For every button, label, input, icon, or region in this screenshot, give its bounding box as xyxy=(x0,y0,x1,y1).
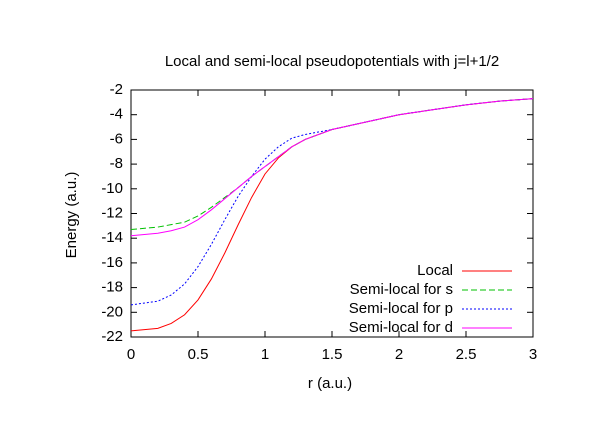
x-tick-label: 2.5 xyxy=(456,346,477,363)
y-tick-label: -10 xyxy=(101,180,123,197)
line-series xyxy=(130,98,534,231)
x-tick-label: 2 xyxy=(395,346,403,363)
legend-label: Local xyxy=(417,262,453,279)
y-tick-label: -8 xyxy=(110,155,123,172)
legend-label: Semi-local for d xyxy=(349,319,453,336)
legend-label: Semi-local for p xyxy=(349,300,453,317)
y-tick-label: -18 xyxy=(101,279,123,296)
y-tick-label: -2 xyxy=(110,81,123,98)
legend-label: Semi-local for s xyxy=(350,281,453,298)
x-tick-label: 1 xyxy=(261,346,269,363)
y-tick-label: -6 xyxy=(110,130,123,147)
x-tick-label: 0 xyxy=(127,346,135,363)
plot-frame xyxy=(130,89,534,338)
chart-title: Local and semi-local pseudopotentials wi… xyxy=(165,53,499,70)
y-tick-label: -12 xyxy=(101,204,123,221)
y-tick-label: -16 xyxy=(101,254,123,271)
line-series xyxy=(130,98,534,332)
y-tick-label: -22 xyxy=(101,328,123,345)
y-tick-label: -14 xyxy=(101,229,123,246)
y-tick-label: -4 xyxy=(110,106,123,123)
y-tick-label: -20 xyxy=(101,303,123,320)
x-tick-label: 1.5 xyxy=(322,346,343,363)
x-axis-label: r (a.u.) xyxy=(308,375,352,392)
line-series xyxy=(130,98,534,237)
x-tick-label: 0.5 xyxy=(188,346,209,363)
y-axis-label: Energy (a.u.) xyxy=(63,172,80,259)
x-tick-label: 3 xyxy=(529,346,537,363)
